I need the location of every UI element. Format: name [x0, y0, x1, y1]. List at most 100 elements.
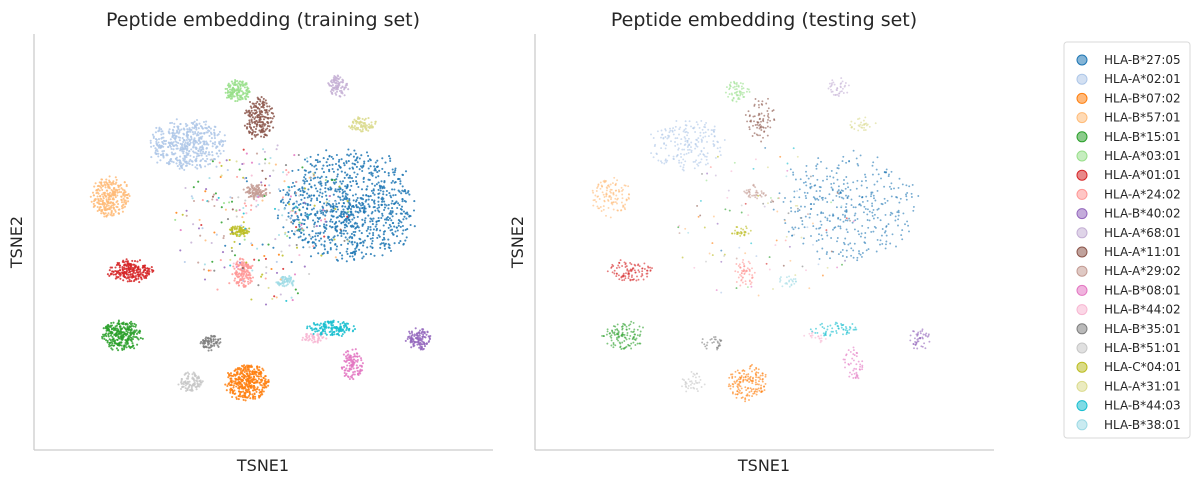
legend-label: HLA-B*07:02	[1104, 91, 1181, 105]
legend-marker	[1076, 361, 1088, 373]
legend-label: HLA-B*15:01	[1104, 130, 1181, 144]
legend-label: HLA-C*04:01	[1104, 360, 1181, 374]
training-panel: Peptide embedding (training set) TSNE1 T…	[7, 9, 493, 475]
cluster-hla-b-35-01	[701, 336, 723, 351]
legend-frame	[1063, 41, 1191, 439]
cluster-hla-b-40-02	[404, 327, 432, 351]
cluster-hla-b-44-03	[306, 319, 357, 338]
cluster-hla-a-68-01	[327, 74, 350, 98]
cluster-hla-a-03-01	[724, 80, 751, 103]
legend-label: HLA-B*51:01	[1104, 341, 1181, 355]
legend-marker	[1076, 112, 1088, 124]
legend-label: HLA-A*02:01	[1104, 72, 1181, 86]
legend-label: HLA-A*01:01	[1104, 168, 1181, 182]
legend-marker	[1076, 246, 1088, 258]
legend-marker	[1076, 73, 1088, 85]
legend-marker	[1076, 400, 1088, 412]
legend-label: HLA-B*57:01	[1104, 111, 1181, 125]
legend-entry: HLA-A*29:02	[1076, 264, 1181, 278]
cluster-hla-b-44-02	[301, 332, 328, 344]
cluster-hla-b-35-01	[199, 334, 222, 352]
legend-entry: HLA-B*57:01	[1076, 111, 1181, 125]
cluster-hla-b-51-01	[681, 370, 706, 393]
legend-entry: HLA-A*68:01	[1076, 226, 1181, 240]
cluster-hla-b-38-01	[275, 275, 295, 288]
testing-y-axis-label: TSNE2	[508, 216, 527, 269]
legend-label: HLA-A*24:02	[1104, 187, 1181, 201]
cluster-hla-b-57-01	[591, 176, 631, 219]
legend-entry: HLA-B*51:01	[1076, 341, 1181, 355]
legend-label: HLA-B*38:01	[1104, 418, 1181, 432]
legend-marker	[1076, 323, 1088, 335]
cluster-hla-b-27-05	[276, 148, 416, 263]
cluster-hla-b-07-02	[727, 363, 767, 403]
cluster-hla-c-04-01	[731, 225, 752, 237]
testing-scatter-points	[591, 77, 931, 403]
training-x-axis-label: TSNE1	[236, 456, 289, 475]
cluster-hla-a-68-01	[827, 77, 850, 97]
cluster-hla-a-02-01	[650, 119, 726, 172]
cluster-hla-a-31-01	[348, 116, 377, 133]
legend-label: HLA-B*35:01	[1104, 322, 1181, 336]
legend-marker	[1076, 380, 1088, 392]
legend-label: HLA-A*11:01	[1104, 245, 1181, 259]
legend-entries: HLA-B*27:05 HLA-A*02:01 HLA-B*07:02 HLA-B*5…	[1076, 53, 1181, 432]
testing-x-axis-label: TSNE1	[737, 456, 790, 475]
legend-marker	[1076, 419, 1088, 431]
legend-label: HLA-A*03:01	[1104, 149, 1181, 163]
cluster-hla-b-08-01	[842, 346, 864, 380]
cluster-hla-a-31-01	[849, 116, 877, 132]
legend-label: HLA-A*31:01	[1104, 379, 1181, 393]
legend-marker	[1076, 284, 1088, 296]
stray-points	[677, 146, 855, 297]
legend-label: HLA-B*08:01	[1104, 283, 1181, 297]
legend-marker	[1076, 54, 1088, 66]
legend-entry: HLA-A*02:01	[1076, 72, 1181, 86]
cluster-hla-b-38-01	[779, 275, 797, 288]
cluster-hla-a-24-02	[734, 258, 756, 287]
cluster-hla-a-24-02	[231, 257, 255, 289]
legend-entry: HLA-A*03:01	[1076, 149, 1181, 163]
legend-marker	[1076, 188, 1088, 200]
legend-entry: HLA-A*11:01	[1076, 245, 1181, 259]
legend-marker	[1076, 227, 1088, 239]
cluster-hla-a-01-01	[606, 259, 653, 282]
cluster-hla-b-15-01	[101, 319, 144, 352]
legend: HLA-B*27:05 HLA-A*02:01 HLA-B*07:02 HLA-B*5…	[1063, 41, 1191, 439]
legend-entry: HLA-A*24:02	[1076, 187, 1181, 201]
legend-entry: HLA-B*08:01	[1076, 283, 1181, 297]
cluster-hla-b-51-01	[177, 371, 204, 392]
cluster-hla-a-11-01	[744, 97, 776, 143]
training-scatter-points	[89, 74, 432, 402]
legend-marker	[1076, 265, 1088, 277]
cluster-hla-b-07-02	[224, 364, 270, 402]
stray-points	[174, 144, 350, 306]
legend-marker	[1076, 304, 1088, 316]
legend-entry: HLA-B*27:05	[1076, 53, 1181, 67]
cluster-hla-b-08-01	[340, 348, 364, 381]
training-y-axis-label: TSNE2	[7, 216, 26, 269]
legend-marker	[1076, 92, 1088, 104]
legend-entry: HLA-B*07:02	[1076, 91, 1181, 105]
legend-entry: HLA-B*44:03	[1076, 399, 1181, 413]
legend-entry: HLA-B*40:02	[1076, 207, 1181, 221]
legend-marker	[1076, 342, 1088, 354]
legend-label: HLA-B*40:02	[1104, 207, 1181, 221]
testing-panel: Peptide embedding (testing set) TSNE1 TS…	[508, 9, 994, 475]
cluster-hla-b-44-02	[803, 331, 827, 344]
legend-marker	[1076, 131, 1088, 143]
cluster-hla-a-11-01	[243, 96, 276, 140]
legend-marker	[1076, 208, 1088, 220]
legend-label: HLA-B*44:02	[1104, 303, 1181, 317]
legend-entry: HLA-B*15:01	[1076, 130, 1181, 144]
legend-entry: HLA-B*44:02	[1076, 303, 1181, 317]
cluster-hla-a-29-02	[743, 183, 767, 200]
cluster-hla-a-29-02	[242, 183, 268, 201]
training-panel-title: Peptide embedding (training set)	[106, 9, 420, 31]
legend-label: HLA-A*68:01	[1104, 226, 1181, 240]
cluster-hla-b-44-03	[809, 321, 858, 337]
cluster-hla-b-40-02	[909, 328, 931, 350]
legend-label: HLA-A*29:02	[1104, 264, 1181, 278]
legend-entry: HLA-A*31:01	[1076, 379, 1181, 393]
